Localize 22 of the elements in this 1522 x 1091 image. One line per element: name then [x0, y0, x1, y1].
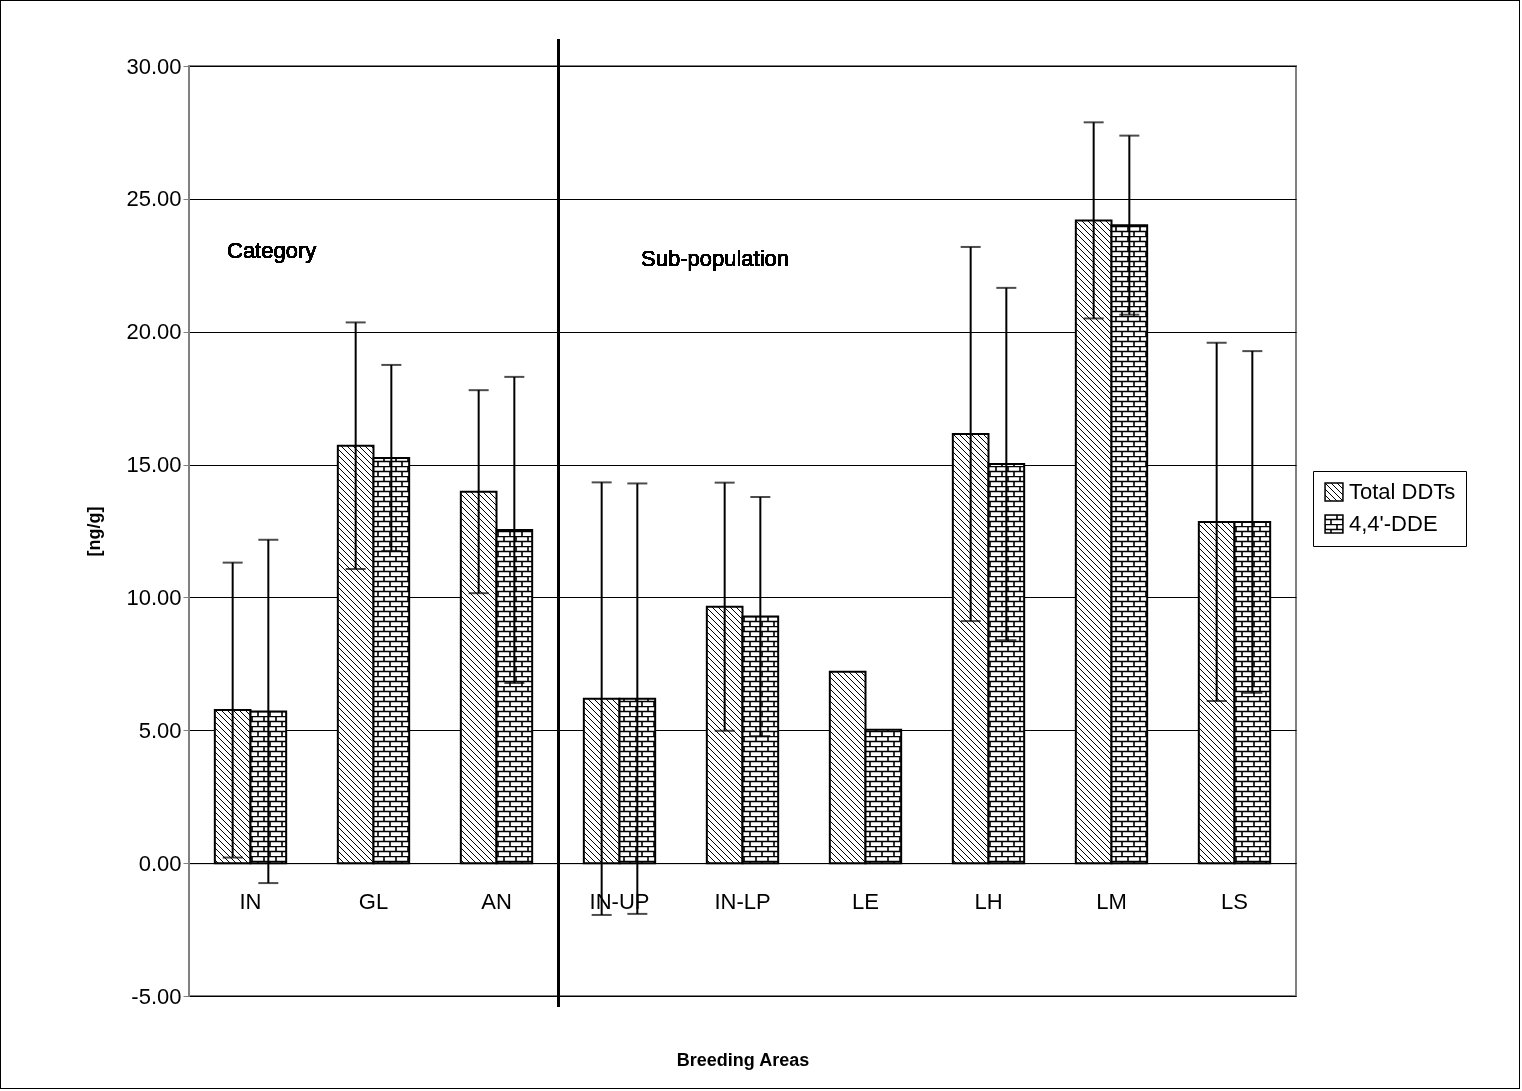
x-tick-label: AN: [481, 888, 512, 914]
x-tick-label: LH: [974, 888, 1003, 914]
y-tick-label: 30.00: [126, 53, 182, 79]
x-tick-label: IN-LP: [714, 888, 771, 914]
x-tick-label: LE: [852, 888, 879, 914]
x-tick-label: LS: [1221, 888, 1248, 914]
y-tick-label: 15.00: [126, 452, 182, 478]
y-tick-label: 25.00: [126, 186, 182, 212]
y-tick-label: 5.00: [138, 717, 182, 743]
annotation: Category: [227, 238, 317, 263]
y-tick-label: 20.00: [126, 319, 182, 345]
legend-label: Total DDTs: [1349, 479, 1456, 504]
x-tick-label: IN: [239, 888, 262, 914]
x-axis-title: Breeding Areas: [676, 1049, 810, 1070]
legend-label: 4,4'-DDE: [1349, 511, 1438, 536]
y-axis-title: [ng/g]: [84, 506, 105, 557]
annotation: Sub-population: [641, 246, 790, 271]
y-tick-label: 10.00: [126, 584, 182, 610]
y-tick-label: -5.00: [131, 983, 182, 1009]
x-tick-label: GL: [358, 888, 389, 914]
y-tick-label: 0.00: [138, 850, 182, 876]
x-tick-label: LM: [1096, 888, 1127, 914]
